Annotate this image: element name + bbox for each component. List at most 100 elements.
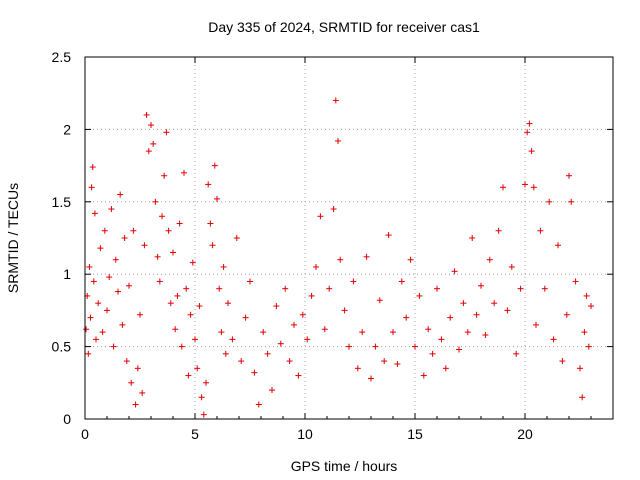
data-point xyxy=(132,401,139,408)
data-point xyxy=(390,329,396,336)
data-point xyxy=(216,285,223,292)
axis-ticks: 0 5 10 15 20 0 0.5 1 1.5 2 2.5 xyxy=(52,49,614,442)
data-point xyxy=(264,350,271,357)
data-point xyxy=(447,314,454,321)
data-point xyxy=(225,300,231,307)
data-point xyxy=(581,329,588,336)
data-point xyxy=(211,162,218,169)
data-point xyxy=(167,300,174,307)
data-point xyxy=(269,387,275,394)
data-point xyxy=(456,346,462,353)
data-point xyxy=(566,172,572,179)
data-point xyxy=(412,343,418,350)
data-point xyxy=(381,358,388,365)
data-point xyxy=(95,300,102,307)
data-point xyxy=(550,336,557,343)
data-point xyxy=(486,256,493,263)
data-point xyxy=(222,350,229,357)
data-point xyxy=(99,329,106,336)
y-tick-label: 2 xyxy=(63,121,71,137)
data-point xyxy=(220,263,227,270)
data-point xyxy=(134,365,141,372)
data-point xyxy=(165,227,172,234)
data-point xyxy=(337,256,344,263)
data-point xyxy=(87,314,94,321)
data-point xyxy=(563,311,570,318)
data-point xyxy=(161,172,168,179)
data-point xyxy=(242,314,249,321)
data-point xyxy=(238,358,245,365)
data-point xyxy=(205,181,212,188)
data-point xyxy=(143,111,150,118)
data-point xyxy=(585,343,592,350)
data-point xyxy=(172,326,179,333)
data-point xyxy=(89,164,96,171)
data-point xyxy=(108,206,115,213)
x-axis-label: GPS time / hours xyxy=(291,458,398,474)
data-point xyxy=(189,259,196,266)
data-point xyxy=(97,245,104,252)
data-point xyxy=(117,191,124,198)
data-point xyxy=(148,122,154,129)
data-point xyxy=(537,227,544,234)
x-tick-label: 10 xyxy=(297,426,313,442)
data-point xyxy=(434,285,440,292)
data-point xyxy=(394,360,401,367)
data-point xyxy=(110,343,117,350)
data-point xyxy=(376,297,383,304)
data-point xyxy=(350,278,357,285)
data-point xyxy=(363,253,370,260)
plot-frame xyxy=(84,56,614,420)
data-point xyxy=(282,285,289,292)
data-point xyxy=(159,213,165,220)
data-point xyxy=(346,343,352,350)
data-point xyxy=(460,300,467,307)
data-point xyxy=(442,365,449,372)
data-point xyxy=(123,358,130,365)
data-point xyxy=(209,242,216,249)
data-point xyxy=(176,220,183,227)
data-point xyxy=(154,253,161,260)
data-point xyxy=(469,235,476,241)
data-point xyxy=(429,350,436,357)
data-point xyxy=(517,285,524,292)
data-point xyxy=(183,285,190,292)
y-tick-label: 1 xyxy=(63,266,71,282)
data-point xyxy=(141,242,148,249)
data-point xyxy=(233,235,240,241)
data-point xyxy=(174,292,181,299)
data-point xyxy=(491,300,498,307)
data-point xyxy=(583,292,590,299)
data-point xyxy=(332,97,339,104)
data-point xyxy=(330,206,337,213)
data-point xyxy=(359,329,366,336)
data-point xyxy=(203,379,209,386)
data-point xyxy=(128,379,135,386)
chart-title: Day 335 of 2024, SRMTID for receiver cas… xyxy=(208,19,480,35)
data-point xyxy=(85,350,92,357)
data-point xyxy=(420,372,427,379)
data-point xyxy=(229,336,236,343)
data-point xyxy=(178,343,185,350)
data-point xyxy=(112,256,119,263)
data-point xyxy=(579,394,586,401)
data-point xyxy=(546,198,553,205)
data-point xyxy=(119,321,126,328)
data-point xyxy=(218,329,225,336)
data-point xyxy=(187,311,194,318)
data-point xyxy=(354,365,361,372)
data-point xyxy=(308,292,315,299)
data-point xyxy=(524,129,531,136)
data-point xyxy=(504,307,511,314)
data-point xyxy=(192,336,198,343)
data-point xyxy=(473,311,480,318)
data-point xyxy=(407,256,414,263)
x-tick-label: 0 xyxy=(81,426,89,442)
data-point xyxy=(555,242,561,249)
data-point xyxy=(425,326,432,333)
data-point xyxy=(126,282,132,289)
x-tick-label: 15 xyxy=(407,426,423,442)
data-point xyxy=(559,358,566,365)
data-point xyxy=(185,372,192,379)
